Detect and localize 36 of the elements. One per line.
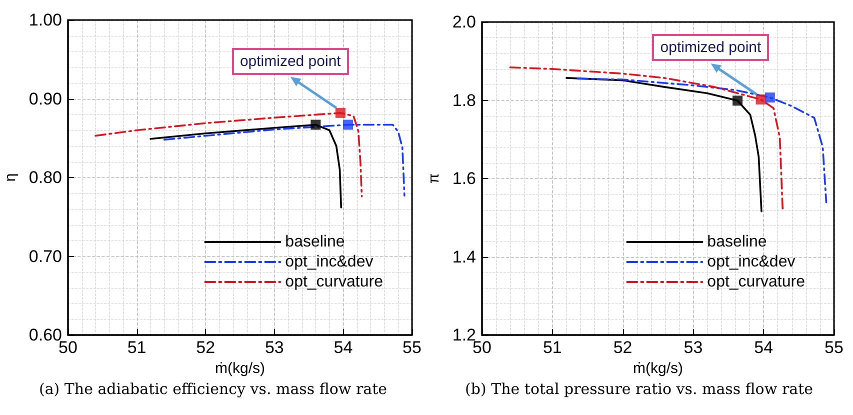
legend-label: baseline xyxy=(285,234,345,250)
y-tick-label: 0.70 xyxy=(28,246,62,266)
x-tick-label: 53 xyxy=(264,338,284,357)
x-tick-label: 51 xyxy=(542,338,562,357)
x-axis-title: ṁ(kg/s) xyxy=(215,360,265,377)
y-axis-title: η xyxy=(2,173,20,182)
legend-label: opt_curvature xyxy=(707,274,806,290)
x-tick-label: 53 xyxy=(684,338,703,357)
y-tick-label: 1.4 xyxy=(452,247,476,266)
y-axis-title: π xyxy=(425,173,442,184)
legend-label: opt_inc&dev xyxy=(285,254,374,270)
x-axis-title: ṁ(kg/s) xyxy=(633,360,683,377)
y-tick-label: 0.90 xyxy=(28,89,62,108)
x-tick-label: 54 xyxy=(754,338,774,357)
x-tick-label: 55 xyxy=(824,338,844,357)
y-tick-label: 1.00 xyxy=(28,10,62,30)
y-tick-label: 2.0 xyxy=(452,12,476,32)
x-tick-label: 51 xyxy=(127,338,146,357)
x-tick-label: 55 xyxy=(402,338,422,357)
legend-label: opt_curvature xyxy=(285,274,384,290)
line-series xyxy=(566,77,762,212)
x-tick-label: 50 xyxy=(472,338,492,357)
text: (b) The total pressure ratio vs. mass flow rate xyxy=(464,380,814,398)
line-series xyxy=(576,78,828,204)
line-series xyxy=(509,66,784,210)
legend-label: baseline xyxy=(707,234,767,250)
annotation: optimized point xyxy=(652,34,770,62)
y-tick-label: 1.6 xyxy=(452,169,476,188)
y-tick-label: 1.8 xyxy=(452,90,476,110)
x-tick-label: 54 xyxy=(334,338,353,357)
x-tick-label: 52 xyxy=(613,338,632,357)
y-tick-label: 0.80 xyxy=(28,168,62,187)
legend-label: opt_inc&dev xyxy=(707,254,796,270)
x-tick-label: 52 xyxy=(196,338,216,357)
annotation: optimized point xyxy=(232,48,349,75)
text: (a) The adiabatic efficiency vs. mass flow rate xyxy=(38,380,388,398)
